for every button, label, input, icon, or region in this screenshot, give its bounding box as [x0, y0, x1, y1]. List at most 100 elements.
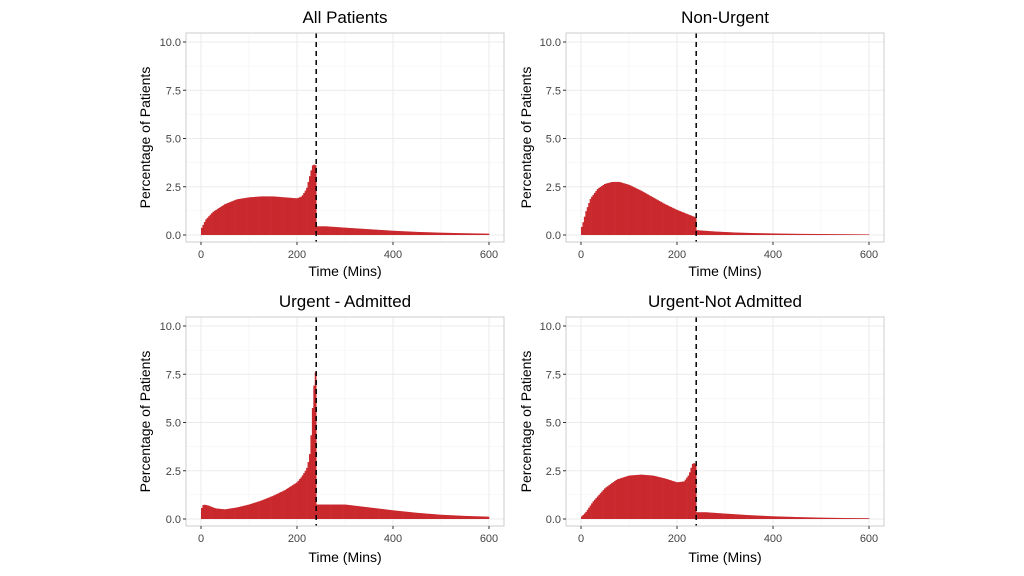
histogram-bar [225, 509, 228, 519]
histogram-bar [866, 518, 868, 519]
histogram-series [201, 164, 490, 235]
histogram-bar [458, 233, 461, 235]
histogram-bar [690, 467, 693, 519]
histogram-bar [769, 233, 772, 235]
histogram-bar [218, 508, 221, 519]
histogram-bar [804, 517, 806, 519]
histogram-bar [684, 213, 687, 235]
y-tick-label: 5.0 [546, 418, 561, 430]
histogram-bar [293, 198, 295, 235]
histogram-bar [205, 505, 208, 519]
histogram-bar [827, 234, 829, 235]
histogram-bar [244, 505, 246, 519]
y-axis-title: Percentage of Patients [137, 351, 153, 493]
histogram-bar [676, 209, 678, 235]
histogram-bar [393, 230, 396, 235]
histogram-bar [596, 496, 599, 519]
histogram-bar [781, 516, 783, 519]
histogram-bar [294, 198, 297, 235]
histogram-bar [398, 510, 401, 519]
histogram-bar [758, 233, 760, 235]
y-axis-title: Percentage of Patients [518, 67, 534, 209]
histogram-bar [674, 481, 677, 519]
histogram-bar [283, 490, 285, 519]
histogram-bar [814, 233, 817, 235]
histogram-bar [763, 233, 766, 235]
histogram-bar [746, 232, 749, 235]
histogram-bar [231, 201, 233, 235]
histogram-bar [673, 481, 675, 519]
histogram-bar [719, 513, 721, 519]
histogram-bar [861, 518, 864, 519]
histogram-bar [612, 482, 615, 519]
histogram-bar [653, 475, 655, 519]
histogram-bar [784, 516, 786, 519]
histogram-bar [827, 517, 829, 519]
histogram-bar [296, 198, 298, 235]
histogram-bar [703, 512, 706, 519]
histogram-bar [634, 187, 637, 235]
histogram-bar [366, 229, 369, 235]
histogram-bar [591, 503, 593, 519]
histogram-bar [224, 509, 226, 519]
x-tick-label: 200 [288, 249, 306, 261]
histogram-bar [681, 481, 684, 519]
histogram-bar [775, 516, 778, 519]
histogram-bar [359, 506, 362, 519]
histogram-bar [317, 504, 320, 519]
histogram-bar [234, 200, 236, 235]
histogram-bar [471, 233, 474, 235]
histogram-bar [817, 234, 819, 235]
histogram-bar [581, 516, 583, 519]
x-tick-label: 600 [860, 249, 878, 261]
histogram-bar [723, 231, 726, 235]
histogram-bar [461, 515, 464, 519]
histogram-bar [655, 199, 658, 235]
chart-panel-3: 0.0 2.5 5.0 7.5 10.0 0 200 400 600 Urgent - Admit… [137, 292, 505, 565]
histogram-bar [720, 513, 723, 519]
histogram-bar [444, 514, 447, 519]
histogram-bar [663, 203, 665, 235]
histogram-bar [260, 500, 262, 519]
histogram-bar [635, 474, 638, 519]
histogram-bar [599, 493, 602, 519]
histogram-bar [732, 232, 734, 235]
histogram-bar [670, 207, 673, 235]
histogram-bar [742, 232, 745, 235]
histogram-bar [847, 518, 850, 519]
histogram-bar [788, 516, 791, 519]
histogram-bar [340, 227, 343, 235]
panel-title: Non-Urgent [681, 8, 769, 27]
histogram-bar [346, 504, 349, 519]
histogram-bar [664, 478, 667, 519]
histogram-bar [841, 234, 844, 235]
histogram-bar [422, 513, 425, 519]
histogram-bar [712, 231, 714, 235]
histogram-bar [461, 233, 464, 235]
histogram-bar [323, 226, 326, 235]
histogram-bar [419, 513, 422, 519]
histogram-bar [631, 186, 634, 235]
histogram-bar [637, 189, 639, 235]
histogram-bar [399, 511, 402, 519]
histogram-bar [248, 504, 251, 519]
histogram-bar [614, 480, 616, 519]
histogram-bar [437, 232, 439, 235]
histogram-bar [428, 232, 431, 235]
y-tick-label: 5.0 [166, 134, 181, 146]
histogram-bar [270, 496, 272, 519]
histogram-bar [786, 516, 789, 519]
histogram-bar [480, 233, 483, 235]
histogram-bar [262, 499, 265, 519]
histogram-bar [440, 514, 442, 519]
histogram-bar [706, 512, 709, 519]
histogram-bar [599, 186, 602, 235]
histogram-bar [727, 232, 730, 235]
histogram-bar [756, 233, 759, 235]
histogram-bar [429, 232, 432, 235]
histogram-bar [274, 196, 277, 235]
histogram-bar [681, 212, 684, 235]
histogram-bar [766, 233, 769, 235]
histogram-bar [606, 486, 609, 519]
histogram-bar [389, 230, 392, 235]
